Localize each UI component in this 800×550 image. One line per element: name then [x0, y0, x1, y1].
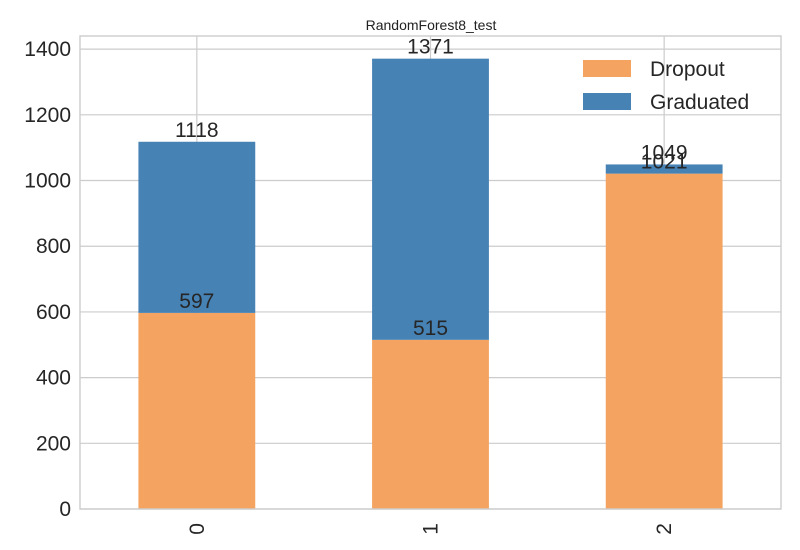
bar-graduated-2 [605, 164, 723, 174]
axes: 0 200 400 600 800 1000 1200 1400 0 1 2 [24, 35, 782, 535]
data-label-graduated: 1049 [641, 141, 688, 164]
y-tick-label: 400 [36, 367, 71, 390]
bar-dropout-2 [605, 173, 723, 509]
legend-swatch-graduated [583, 93, 631, 110]
bar-dropout-1 [372, 339, 489, 509]
data-label-graduated: 1118 [175, 119, 219, 142]
x-tick-label: 1 [420, 523, 443, 535]
x-tick-label: 2 [653, 523, 676, 535]
legend-label-graduated: Graduated [650, 91, 749, 114]
y-tick-label: 1400 [24, 38, 71, 61]
y-tick-label: 800 [36, 235, 71, 258]
x-tick-label: 0 [186, 523, 209, 535]
bars [138, 58, 723, 509]
bar-graduated-1 [372, 58, 489, 340]
legend-label-dropout: Dropout [650, 58, 725, 81]
bar-dropout-0 [138, 312, 256, 509]
data-labels: 597 515 1021 1118 1371 1049 [175, 36, 687, 340]
y-tick-label: 0 [59, 498, 71, 521]
y-tick-label: 200 [36, 432, 71, 455]
legend-swatch-dropout [583, 60, 631, 77]
legend: Dropout Graduated [583, 58, 749, 114]
data-label-dropout: 597 [179, 290, 214, 313]
chart-title: RandomForest8_test [366, 17, 497, 33]
data-label-dropout: 515 [413, 317, 448, 340]
y-tick-label: 600 [36, 301, 71, 324]
y-tick-label: 1200 [24, 104, 71, 127]
data-label-graduated: 1371 [407, 36, 454, 59]
plot-frame [79, 35, 782, 510]
data-label-dropout: 1021 [641, 151, 688, 174]
bar-graduated-0 [138, 141, 256, 313]
y-tick-label: 1000 [24, 170, 71, 193]
